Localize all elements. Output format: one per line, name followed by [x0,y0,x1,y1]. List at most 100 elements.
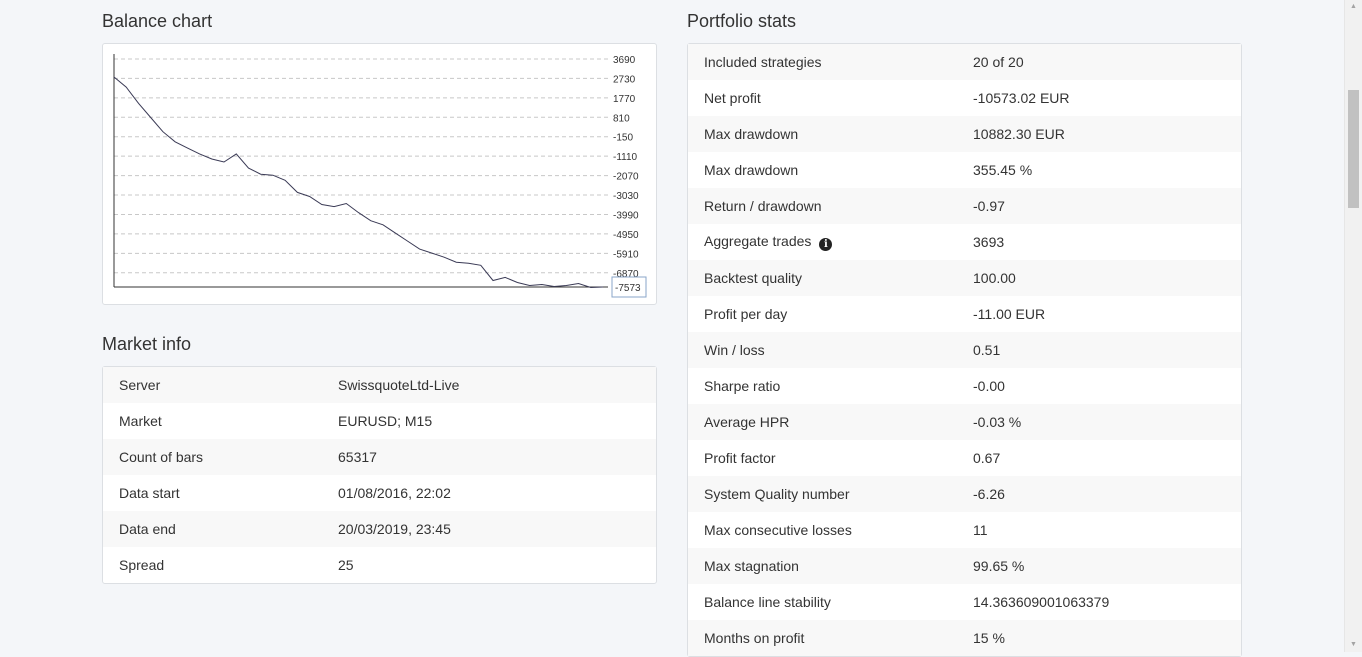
row-label: Count of bars [103,449,338,465]
table-row: Average HPR -0.03 % [688,404,1241,440]
row-value: EURUSD; M15 [338,413,433,429]
row-label: Months on profit [688,630,973,646]
row-label-text: Months on profit [704,630,805,646]
row-label-text: Aggregate trades [704,233,812,249]
portfolio-stats-table: Included strategies 20 of 20 Net profit -10… [687,43,1242,657]
row-label-text: System Quality number [704,486,850,502]
row-value: 10882.30 EUR [973,126,1065,142]
table-row: Net profit -10573.02 EUR [688,80,1241,116]
row-label: Market [103,413,338,429]
row-value: 01/08/2016, 22:02 [338,485,451,501]
row-label-text: Server [119,377,161,393]
y-tick-label: -3030 [613,191,639,202]
row-label: Max drawdown [688,126,973,142]
y-tick-label: 810 [613,113,630,124]
row-label-text: Return / drawdown [704,198,822,214]
table-row: Max stagnation 99.65 % [688,548,1241,584]
y-tick-label: 1770 [613,94,636,105]
row-label: Average HPR [688,414,973,430]
table-row: Months on profit 15 % [688,620,1241,656]
row-label-text: Included strategies [704,54,822,70]
y-tick-label: -150 [613,133,633,144]
info-circle-icon[interactable]: i [819,238,833,251]
y-tick-label: 3690 [613,55,636,66]
row-label-text: Data end [119,521,176,537]
row-label: Data end [103,521,338,537]
table-row: Data start 01/08/2016, 22:02 [103,475,656,511]
page-scrollbar[interactable]: ▲ ▼ [1344,0,1362,652]
table-row: Balance line stability 14.363609001063379 [688,584,1241,620]
y-tick-label: -3990 [613,210,639,221]
row-label: System Quality number [688,486,973,502]
row-label-text: Spread [119,557,165,573]
row-value: SwissquoteLtd-Live [338,377,460,393]
y-tick-label: 2730 [613,74,636,85]
table-row: Market EURUSD; M15 [103,403,656,439]
row-value: 3693 [973,234,1005,250]
table-row: Server SwissquoteLtd-Live [103,367,656,403]
current-value-box [611,276,647,298]
balance-chart-card: 3690 2730 1770 810 -150 -1110 -2070 -3030 -3990 -… [102,43,657,305]
table-row: Data end 20/03/2019, 23:45 [103,511,656,547]
market-info-table: Server SwissquoteLtd-Live Market EURUSD; M1… [102,366,657,584]
row-value: 25 [338,557,354,573]
row-label-text: Max drawdown [704,126,799,142]
balance-chart-heading: Balance chart [102,11,213,31]
row-label: Balance line stability [688,594,973,610]
table-row: Max drawdown 10882.30 EUR [688,116,1241,152]
row-value: 65317 [338,449,377,465]
table-row: Included strategies 20 of 20 [688,44,1241,80]
row-label: Max drawdown [688,162,973,178]
row-label-text: Win / loss [704,342,765,358]
table-row: Win / loss 0.51 [688,332,1241,368]
scroll-up-arrow-icon[interactable]: ▲ [1350,3,1357,10]
row-value: 99.65 % [973,558,1025,574]
table-row: Max drawdown 355.45 % [688,152,1241,188]
y-tick-label: -1110 [613,152,638,163]
row-value: 14.363609001063379 [973,594,1110,610]
row-label: Return / drawdown [688,198,973,214]
row-value: -6.26 [973,486,1005,502]
row-label-text: Profit factor [704,450,776,466]
row-label: Profit factor [688,450,973,466]
row-label-text: Average HPR [704,414,790,430]
row-label: Win / loss [688,342,973,358]
scroll-thumb[interactable] [1348,90,1359,208]
row-label: Data start [103,485,338,501]
balance-chart: 3690 2730 1770 810 -150 -1110 -2070 -3030 -3990 -… [113,54,647,298]
y-tick-label: -6870 [613,269,639,280]
table-row: Aggregate trades i 3693 [688,224,1241,260]
row-value: 0.51 [973,342,1001,358]
row-value: -0.00 [973,378,1005,394]
table-row: Return / drawdown -0.97 [688,188,1241,224]
row-value: 15 % [973,630,1005,646]
row-label: Spread [103,557,338,573]
row-value: 100.00 [973,270,1016,286]
balance-line [113,76,604,289]
row-value: 355.45 % [973,162,1033,178]
row-label-text: Balance line stability [704,594,831,610]
row-label: Backtest quality [688,270,973,286]
row-label: Max consecutive losses [688,522,973,538]
row-label: Aggregate trades i [688,233,973,251]
row-label: Profit per day [688,306,973,322]
row-value: 11 [973,522,988,538]
table-row: System Quality number -6.26 [688,476,1241,512]
row-label-text: Sharpe ratio [704,378,781,394]
row-label-text: Profit per day [704,306,788,322]
table-row: Sharpe ratio -0.00 [688,368,1241,404]
market-info-heading: Market info [102,334,192,354]
current-value-label: -7573 [615,283,641,294]
table-row: Max consecutive losses 11 [688,512,1241,548]
row-value: -10573.02 EUR [973,90,1070,106]
row-value: -0.97 [973,198,1005,214]
row-label-text: Max consecutive losses [704,522,852,538]
table-row: Spread 25 [103,547,656,583]
y-tick-label: -5910 [613,249,639,260]
scroll-down-arrow-icon[interactable]: ▼ [1350,641,1357,648]
portfolio-stats-heading: Portfolio stats [687,11,797,31]
table-row: Profit factor 0.67 [688,440,1241,476]
row-label: Included strategies [688,54,973,70]
y-tick-label: -4950 [613,230,639,241]
row-label-text: Max stagnation [704,558,799,574]
